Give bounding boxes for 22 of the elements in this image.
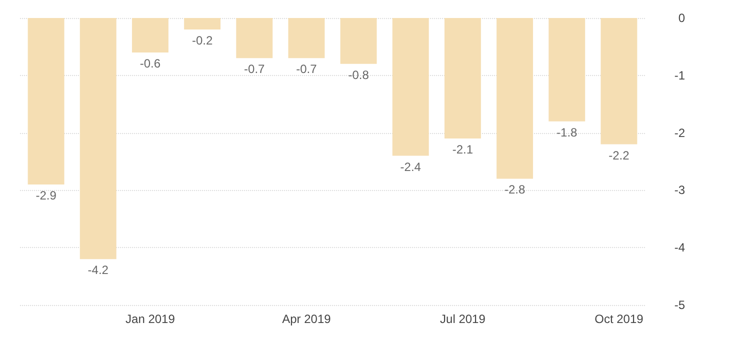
- data-label: -2.2: [608, 148, 630, 162]
- data-label: -2.4: [400, 160, 422, 174]
- data-label: -1.8: [556, 125, 578, 140]
- data-label: -2.1: [452, 142, 474, 157]
- y-tick-label: -2: [674, 126, 686, 140]
- x-tick-label: Jul 2019: [440, 312, 486, 326]
- y-tick-label: -3: [674, 183, 686, 198]
- y-tick-label: 0: [678, 11, 686, 25]
- y-tick-label: -4: [674, 240, 686, 255]
- data-label: -0.7: [296, 62, 318, 76]
- x-tick-label: Oct 2019: [594, 312, 644, 326]
- data-label: -0.2: [192, 33, 213, 48]
- data-label: -4.2: [88, 263, 109, 278]
- data-label: -0.6: [140, 56, 161, 70]
- data-label: -2.8: [504, 182, 526, 197]
- y-tick-label: -1: [674, 68, 686, 82]
- data-label: -2.9: [36, 188, 57, 202]
- x-tick-label: Jan 2019: [126, 312, 176, 326]
- data-label: -0.7: [244, 62, 266, 76]
- data-label: -0.8: [348, 68, 370, 82]
- y-tick-label: -5: [674, 298, 686, 312]
- x-tick-label: Apr 2019: [282, 312, 332, 326]
